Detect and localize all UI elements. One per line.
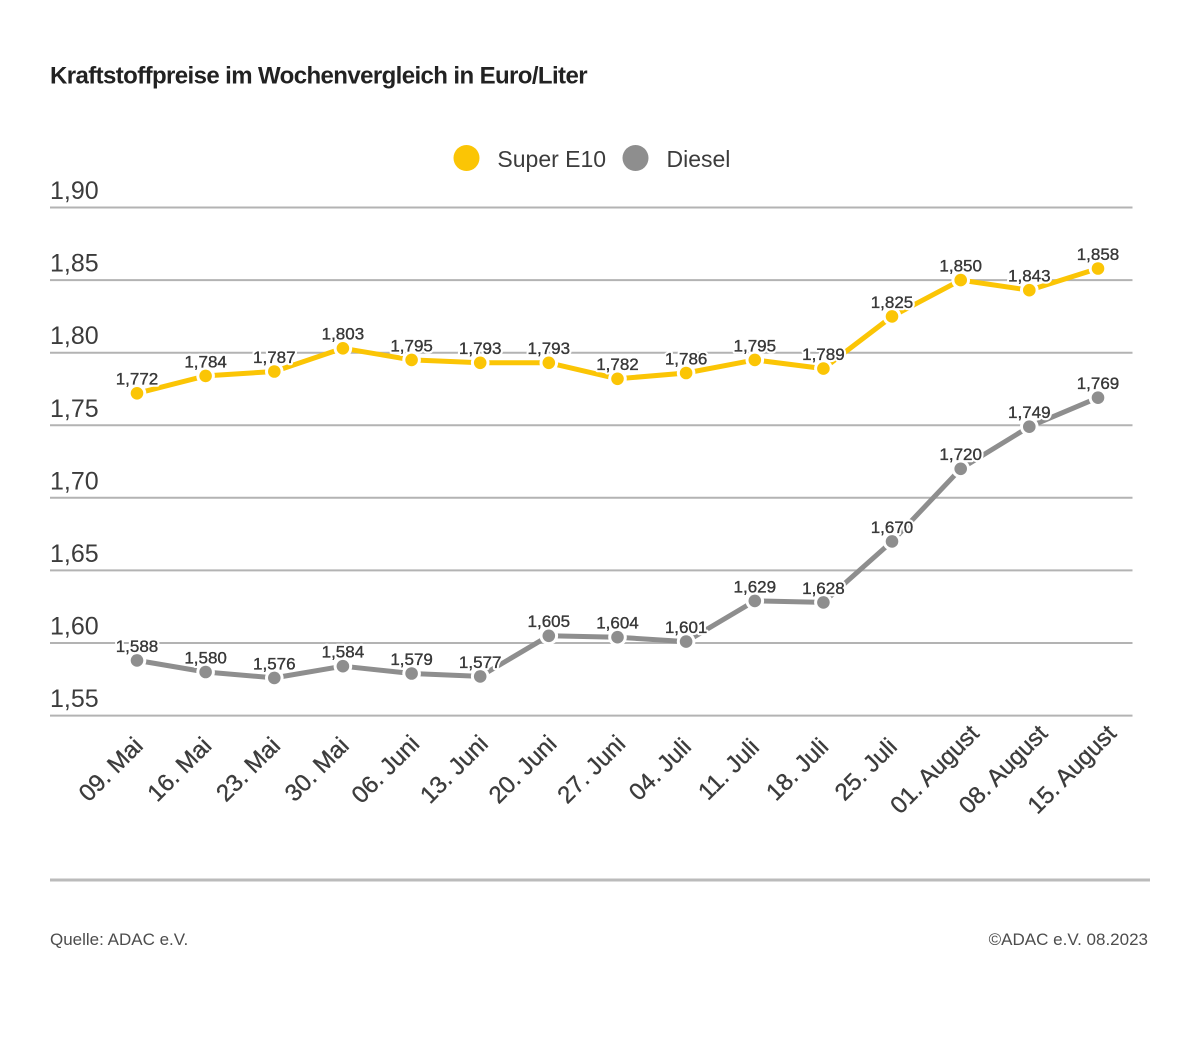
svg-text:1,789: 1,789 — [802, 345, 845, 364]
svg-text:1,787: 1,787 — [253, 348, 296, 367]
svg-text:1,795: 1,795 — [390, 336, 433, 355]
svg-text:1,784: 1,784 — [184, 352, 227, 371]
svg-text:1,786: 1,786 — [665, 349, 708, 368]
svg-text:1,793: 1,793 — [459, 339, 502, 358]
svg-text:1,580: 1,580 — [184, 648, 227, 667]
svg-text:1,720: 1,720 — [939, 445, 982, 464]
svg-text:Super E10: Super E10 — [497, 146, 606, 172]
svg-text:1,850: 1,850 — [939, 257, 982, 276]
svg-text:1,850: 1,850 — [939, 257, 982, 276]
svg-text:1,825: 1,825 — [871, 293, 914, 312]
svg-text:1,772: 1,772 — [116, 370, 159, 389]
svg-text:1,749: 1,749 — [1008, 403, 1051, 422]
svg-text:1,787: 1,787 — [253, 348, 296, 367]
svg-text:1,588: 1,588 — [116, 637, 159, 656]
svg-text:1,601: 1,601 — [665, 618, 708, 637]
svg-text:1,628: 1,628 — [802, 579, 845, 598]
svg-text:1,80: 1,80 — [50, 322, 99, 350]
svg-text:Kraftstoffpreise im Wochenverg: Kraftstoffpreise im Wochenvergleich in E… — [50, 63, 587, 90]
svg-text:1,670: 1,670 — [871, 518, 914, 537]
svg-text:1,577: 1,577 — [459, 653, 502, 672]
svg-text:1,584: 1,584 — [322, 643, 365, 662]
svg-text:1,580: 1,580 — [184, 648, 227, 667]
svg-text:1,670: 1,670 — [871, 518, 914, 537]
svg-text:1,793: 1,793 — [528, 339, 571, 358]
svg-text:1,576: 1,576 — [253, 654, 296, 673]
svg-text:1,65: 1,65 — [50, 540, 99, 568]
svg-text:1,629: 1,629 — [734, 577, 777, 596]
svg-text:1,772: 1,772 — [116, 370, 159, 389]
svg-text:1,604: 1,604 — [596, 614, 639, 633]
svg-text:1,795: 1,795 — [390, 336, 433, 355]
svg-text:1,55: 1,55 — [50, 685, 99, 713]
svg-text:1,629: 1,629 — [734, 577, 777, 596]
svg-text:1,858: 1,858 — [1077, 245, 1120, 264]
svg-text:1,605: 1,605 — [528, 612, 571, 631]
svg-text:1,604: 1,604 — [596, 614, 639, 633]
svg-text:1,769: 1,769 — [1077, 374, 1120, 393]
svg-text:1,793: 1,793 — [528, 339, 571, 358]
svg-text:1,588: 1,588 — [116, 637, 159, 656]
svg-text:1,769: 1,769 — [1077, 374, 1120, 393]
svg-text:1,605: 1,605 — [528, 612, 571, 631]
svg-text:1,803: 1,803 — [322, 325, 365, 344]
svg-text:1,858: 1,858 — [1077, 245, 1120, 264]
svg-text:Diesel: Diesel — [667, 146, 731, 172]
svg-text:1,825: 1,825 — [871, 293, 914, 312]
svg-text:1,70: 1,70 — [50, 467, 99, 495]
svg-text:1,793: 1,793 — [459, 339, 502, 358]
svg-text:1,60: 1,60 — [50, 613, 99, 641]
svg-text:1,85: 1,85 — [50, 250, 99, 278]
svg-text:1,720: 1,720 — [939, 445, 982, 464]
svg-text:1,843: 1,843 — [1008, 267, 1051, 286]
svg-text:1,782: 1,782 — [596, 355, 639, 374]
svg-text:1,90: 1,90 — [50, 177, 99, 205]
svg-text:1,749: 1,749 — [1008, 403, 1051, 422]
svg-text:1,601: 1,601 — [665, 618, 708, 637]
svg-text:1,628: 1,628 — [802, 579, 845, 598]
svg-text:Quelle: ADAC e.V.: Quelle: ADAC e.V. — [50, 930, 188, 949]
svg-text:1,843: 1,843 — [1008, 267, 1051, 286]
svg-text:1,584: 1,584 — [322, 643, 365, 662]
svg-text:1,803: 1,803 — [322, 325, 365, 344]
svg-text:1,789: 1,789 — [802, 345, 845, 364]
svg-text:1,577: 1,577 — [459, 653, 502, 672]
svg-text:©ADAC e.V. 08.2023: ©ADAC e.V. 08.2023 — [989, 930, 1148, 949]
svg-text:1,75: 1,75 — [50, 395, 99, 423]
svg-text:1,784: 1,784 — [184, 352, 227, 371]
svg-text:1,782: 1,782 — [596, 355, 639, 374]
svg-text:1,579: 1,579 — [390, 650, 433, 669]
svg-text:1,576: 1,576 — [253, 654, 296, 673]
svg-text:1,795: 1,795 — [734, 336, 777, 355]
svg-text:1,795: 1,795 — [734, 336, 777, 355]
svg-text:1,786: 1,786 — [665, 349, 708, 368]
svg-text:1,579: 1,579 — [390, 650, 433, 669]
